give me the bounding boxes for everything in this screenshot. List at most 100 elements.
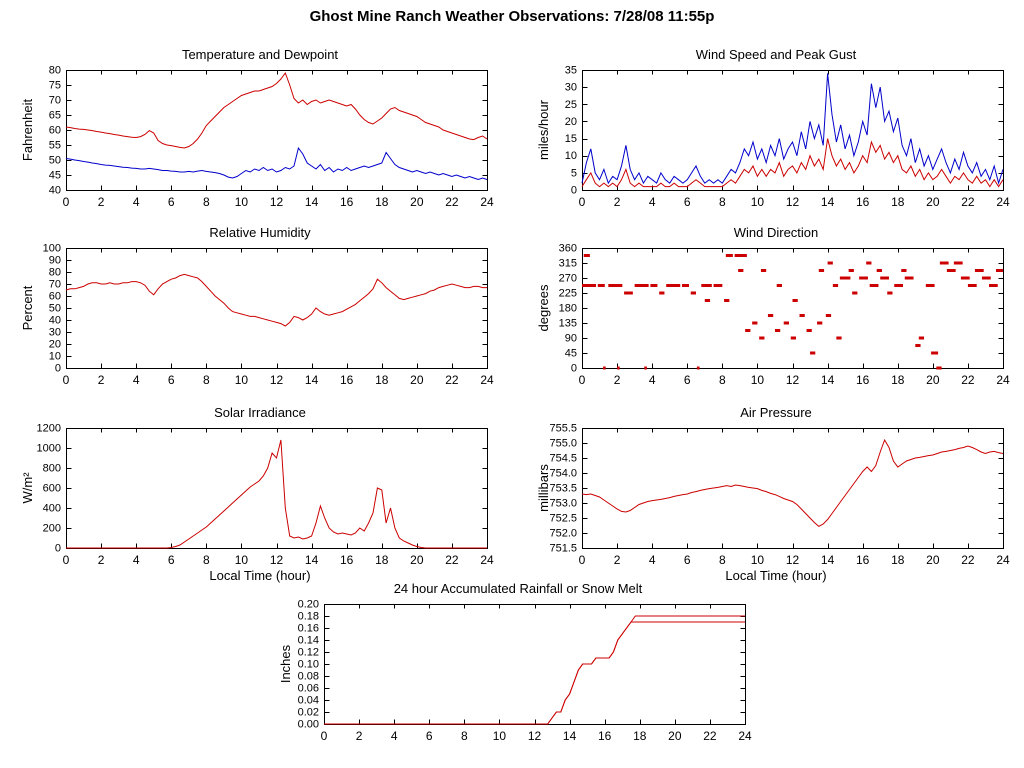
svg-text:755.0: 755.0 [549,438,577,450]
svg-text:14: 14 [305,553,319,567]
svg-text:12: 12 [786,373,800,387]
svg-text:754.5: 754.5 [549,453,577,465]
svg-text:18: 18 [633,729,647,743]
svg-text:14: 14 [821,373,835,387]
svg-text:6: 6 [684,195,691,209]
svg-text:22: 22 [961,195,975,209]
wind-speed-gust-plot: 0 2 4 6 8 10 12 14 16 18 20 22 2405101520253035miles… [536,66,1010,209]
svg-text:22: 22 [445,373,459,387]
svg-text:2: 2 [614,195,621,209]
svg-text:35: 35 [565,66,577,77]
svg-text:20: 20 [410,195,424,209]
svg-text:754.0: 754.0 [549,468,577,480]
x-axis-label-pressure: Local Time (hour) [725,568,827,583]
svg-text:360: 360 [559,244,577,255]
svg-text:4: 4 [649,195,656,209]
chart-title-air-pressure: Air Pressure [740,405,812,420]
svg-text:12: 12 [270,195,284,209]
chart-wind-speed-gust: Wind Speed and Peak Gust 0 2 4 6 8 10 12 14 16 18… [536,44,1016,214]
svg-text:18: 18 [375,373,389,387]
svg-text:30: 30 [49,327,61,339]
svg-text:2: 2 [614,373,621,387]
svg-text:20: 20 [926,553,940,567]
svg-text:755.5: 755.5 [549,424,577,435]
chart-title-relative-humidity: Relative Humidity [209,225,311,240]
svg-text:6: 6 [168,195,175,209]
svg-text:0: 0 [63,373,70,387]
svg-text:80: 80 [49,66,61,77]
svg-text:45: 45 [565,348,577,360]
svg-text:0.10: 0.10 [298,659,319,671]
svg-text:1200: 1200 [37,424,61,435]
svg-text:24: 24 [738,729,752,743]
svg-text:6: 6 [168,553,175,567]
svg-text:22: 22 [703,729,717,743]
svg-text:20: 20 [410,373,424,387]
svg-text:0: 0 [579,195,586,209]
page-title: Ghost Mine Ranch Weather Observations: 7… [309,8,715,25]
svg-text:6: 6 [168,373,175,387]
svg-text:18: 18 [891,373,905,387]
svg-text:30: 30 [565,82,577,94]
svg-text:0: 0 [579,373,586,387]
svg-text:0: 0 [321,729,328,743]
chart-title-solar-irradiance: Solar Irradiance [214,405,306,420]
svg-text:20: 20 [565,116,577,128]
svg-text:2: 2 [356,729,363,743]
svg-text:800: 800 [43,463,61,475]
svg-text:0.14: 0.14 [298,635,319,647]
svg-text:24: 24 [996,373,1010,387]
svg-text:0: 0 [63,553,70,567]
svg-text:Inches: Inches [278,644,293,683]
svg-text:14: 14 [305,195,319,209]
svg-text:2: 2 [614,553,621,567]
svg-text:60: 60 [49,291,61,303]
svg-text:2: 2 [98,195,105,209]
svg-text:0.04: 0.04 [298,695,319,707]
chart-title-wind-speed-gust: Wind Speed and Peak Gust [695,47,857,62]
svg-text:4: 4 [133,195,140,209]
chart-title-wind-direction: Wind Direction [733,225,819,240]
air-pressure-plot: 0 2 4 6 8 10 12 14 16 18 20 22 24751.5752.0752.5753.… [536,424,1010,567]
chart-wind-direction: Wind Direction 0 2 4 6 8 10 12 14 16 18 20 22 24 0 45 9… [536,222,1016,392]
solar-irradiance-plot: 0 2 4 6 8 10 12 14 16 18 20 22 240200400600800100012… [20,424,494,567]
svg-text:6: 6 [684,373,691,387]
svg-text:millibars: millibars [536,464,551,512]
svg-text:0.06: 0.06 [298,683,319,695]
svg-text:90: 90 [49,255,61,267]
svg-text:60: 60 [49,125,61,137]
svg-text:753.5: 753.5 [549,483,577,495]
svg-text:80: 80 [49,267,61,279]
svg-text:20: 20 [410,553,424,567]
svg-text:753.0: 753.0 [549,498,577,510]
svg-text:90: 90 [565,333,577,345]
svg-text:751.5: 751.5 [549,543,577,555]
svg-text:0: 0 [55,363,61,375]
svg-text:8: 8 [203,373,210,387]
svg-text:16: 16 [598,729,612,743]
svg-text:25: 25 [565,99,577,111]
svg-text:24: 24 [996,553,1010,567]
svg-text:18: 18 [375,553,389,567]
svg-text:10: 10 [235,195,249,209]
svg-text:10: 10 [751,195,765,209]
svg-text:40: 40 [49,315,61,327]
svg-text:315: 315 [559,258,577,270]
svg-text:10: 10 [751,373,765,387]
svg-text:16: 16 [856,553,870,567]
svg-text:0: 0 [55,543,61,555]
svg-text:14: 14 [305,373,319,387]
svg-text:0.08: 0.08 [298,671,319,683]
chart-relative-humidity: Relative Humidity 0 2 4 6 8 10 12 14 16 18 20 22 24 0… [20,222,500,392]
svg-text:5: 5 [571,167,577,179]
svg-text:12: 12 [270,553,284,567]
svg-text:50: 50 [49,155,61,167]
svg-text:752.5: 752.5 [549,513,577,525]
chart-title-temperature-dewpoint: Temperature and Dewpoint [181,47,339,62]
svg-text:70: 70 [49,279,61,291]
svg-text:400: 400 [43,503,61,515]
svg-text:0.02: 0.02 [298,707,319,719]
svg-text:22: 22 [961,373,975,387]
svg-text:0.12: 0.12 [298,647,319,659]
svg-text:16: 16 [340,373,354,387]
